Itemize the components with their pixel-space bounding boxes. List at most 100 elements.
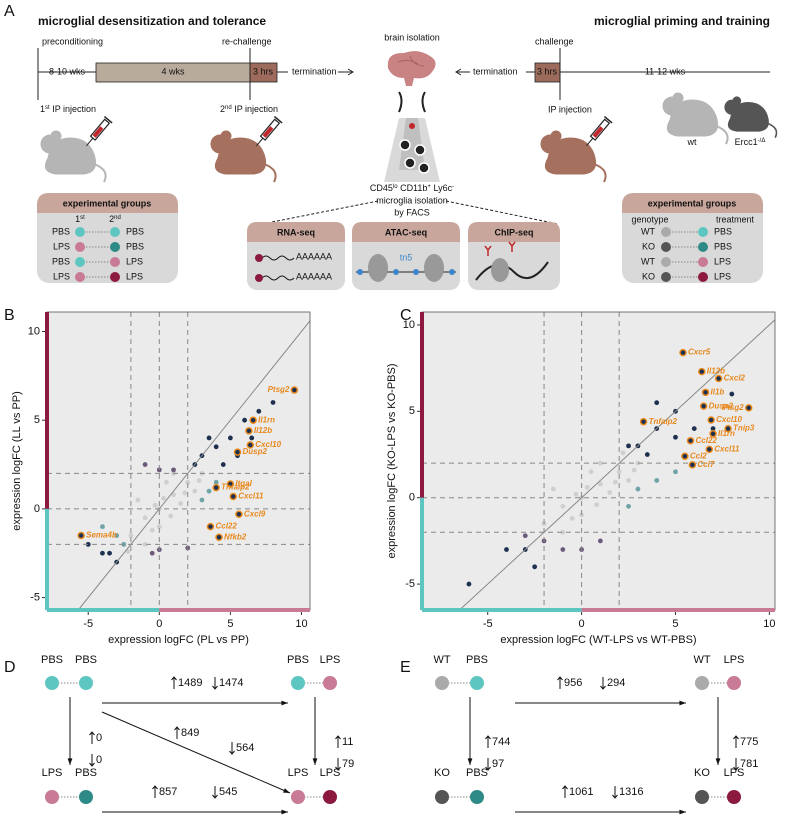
group-label: PBS bbox=[52, 226, 70, 236]
tn5-label: tn5 bbox=[400, 252, 413, 262]
up-arrow bbox=[172, 677, 177, 689]
point bbox=[150, 551, 155, 556]
panel-label: B bbox=[4, 307, 15, 324]
group-label: PBS bbox=[126, 226, 144, 236]
node-label: PBS bbox=[287, 654, 309, 666]
y-tick-label: 0 bbox=[34, 503, 40, 515]
gene-label: Dusp2 bbox=[709, 401, 734, 410]
group-dot bbox=[661, 272, 671, 282]
point bbox=[692, 426, 697, 431]
group-title: experimental groups bbox=[648, 198, 737, 208]
down-arrow bbox=[601, 677, 606, 689]
point bbox=[161, 496, 166, 501]
assay-title: ATAC-seq bbox=[385, 227, 427, 237]
gene-label: Nfkb2 bbox=[224, 532, 247, 541]
count-label: 1489 bbox=[178, 677, 202, 689]
node-dot bbox=[45, 676, 59, 690]
shape bbox=[388, 51, 436, 86]
termination-label: termination bbox=[473, 66, 518, 76]
connector bbox=[446, 201, 558, 224]
node-dot bbox=[323, 676, 337, 690]
point bbox=[621, 450, 626, 455]
x-tick-label: 10 bbox=[295, 618, 307, 630]
node-dot bbox=[727, 790, 741, 804]
center-label: microglia isolation bbox=[376, 195, 448, 205]
point bbox=[221, 462, 226, 467]
gene-label: Cxcr5 bbox=[688, 348, 711, 357]
group-dot bbox=[75, 242, 85, 252]
gene-point bbox=[230, 493, 236, 499]
injection-label: 2nd IP injection bbox=[220, 104, 278, 114]
group-dot bbox=[75, 257, 85, 267]
gene-label: Cxcl9 bbox=[244, 509, 266, 518]
gene-point bbox=[246, 428, 252, 434]
gene-point bbox=[682, 453, 688, 459]
x-axis-title: expression logFC (PL vs PP) bbox=[108, 634, 249, 646]
count-label: 1474 bbox=[219, 677, 243, 689]
x-tick-label: 5 bbox=[672, 618, 678, 630]
down-arrow bbox=[230, 742, 235, 754]
point bbox=[532, 564, 537, 569]
point bbox=[729, 392, 734, 397]
y-tick-label: 10 bbox=[28, 325, 40, 337]
count-label: 564 bbox=[236, 742, 254, 754]
count-label: 545 bbox=[219, 786, 237, 798]
shape bbox=[415, 145, 425, 155]
node-dot bbox=[435, 676, 449, 690]
arrow-head bbox=[313, 758, 318, 765]
point bbox=[228, 436, 233, 441]
x-tick-label: -5 bbox=[83, 618, 93, 630]
point bbox=[617, 469, 622, 474]
x-tick-label: 0 bbox=[156, 618, 162, 630]
group-dot bbox=[698, 272, 708, 282]
shape bbox=[400, 140, 410, 150]
arrow bbox=[102, 712, 290, 793]
mouse-icon bbox=[663, 93, 728, 144]
center-label: brain isolation bbox=[384, 32, 440, 42]
plot-area: Ptsg2Il1rnIl12bCxcl10Dusp2ItgalCxcl11Tnf… bbox=[47, 312, 310, 610]
group-label: KO bbox=[642, 271, 655, 281]
group-dot bbox=[698, 242, 708, 252]
gene-label: Tnfaip2 bbox=[221, 483, 250, 492]
down-arrow bbox=[486, 758, 491, 770]
point bbox=[626, 504, 631, 509]
node-label: PBS bbox=[41, 654, 63, 666]
gene-point bbox=[688, 438, 694, 444]
point bbox=[178, 501, 183, 506]
gene-point bbox=[689, 462, 695, 468]
count-label: 744 bbox=[492, 736, 510, 748]
y-tick-label: 10 bbox=[403, 319, 415, 331]
marker-label: CD45lo CD11b+ Ly6c- bbox=[370, 183, 454, 193]
shape bbox=[393, 269, 399, 275]
y-tick-label: -5 bbox=[30, 591, 40, 603]
count-label: 0 bbox=[96, 732, 102, 744]
injection-label: 1st IP injection bbox=[40, 104, 96, 114]
group-label: WT bbox=[641, 226, 655, 236]
point bbox=[171, 467, 176, 472]
gene-point bbox=[250, 417, 256, 423]
text-part: nd bbox=[114, 215, 121, 221]
arrow-head bbox=[68, 758, 73, 765]
text-part: CD11b bbox=[398, 183, 428, 193]
gene-point bbox=[716, 376, 722, 382]
assay-title: ChIP-seq bbox=[494, 227, 533, 237]
text-part: -/Δ bbox=[758, 138, 766, 144]
text-part: IP injection bbox=[232, 104, 278, 114]
shape bbox=[419, 163, 429, 173]
group-label: LPS bbox=[714, 271, 731, 281]
shape bbox=[357, 269, 363, 275]
gene-point bbox=[216, 534, 222, 540]
count-label: 775 bbox=[740, 736, 758, 748]
up-arrow bbox=[486, 736, 491, 748]
stage-label: challenge bbox=[535, 36, 574, 46]
poly-a-label: AAAAAA bbox=[296, 271, 332, 281]
point bbox=[504, 547, 509, 552]
shape bbox=[491, 258, 509, 282]
shape bbox=[368, 254, 388, 282]
gene-label: Il12b bbox=[254, 426, 272, 435]
count-label: 79 bbox=[342, 758, 354, 770]
point bbox=[192, 489, 197, 494]
point bbox=[551, 487, 556, 492]
shape bbox=[424, 254, 444, 282]
point bbox=[594, 502, 599, 507]
